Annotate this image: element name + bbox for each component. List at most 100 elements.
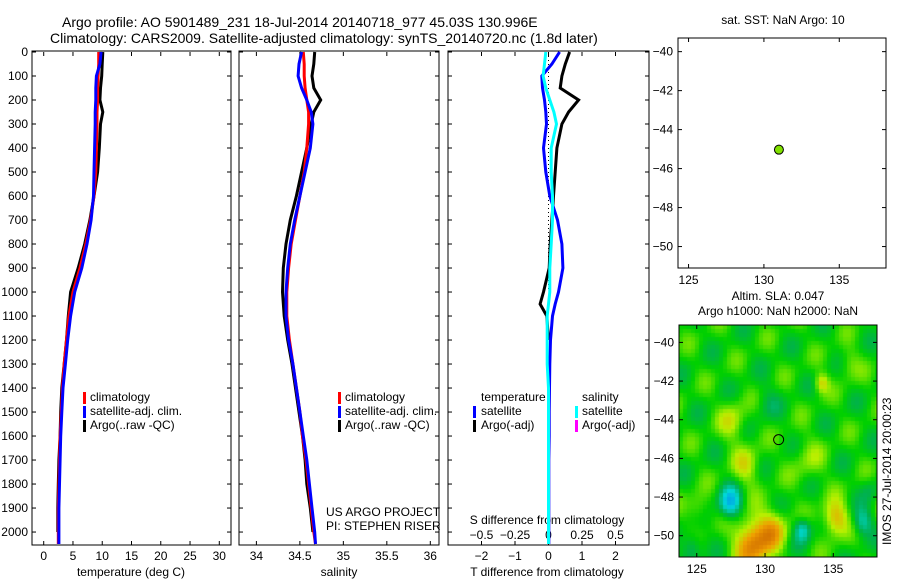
legend-climatology: climatology bbox=[345, 390, 405, 404]
legend-climatology: climatology bbox=[90, 390, 150, 404]
x-tick-label: 34.5 bbox=[288, 549, 312, 563]
legend-temperature-heading: temperature bbox=[481, 390, 546, 404]
lat-tick-label: −46 bbox=[653, 162, 674, 176]
sst-map-title: sat. SST: NaN Argo: 10 bbox=[721, 13, 845, 27]
x-tick-label: 1 bbox=[579, 549, 586, 563]
lat-tick-label: −50 bbox=[654, 529, 675, 543]
depth-tick-label: 1400 bbox=[1, 381, 28, 395]
legend-marker bbox=[338, 406, 341, 418]
credit-project: US ARGO PROJECT bbox=[326, 505, 441, 519]
figure-title-line2: Climatology: CARS2009. Satellite-adjuste… bbox=[50, 30, 598, 46]
sla-map-title: Altim. SLA: 0.047 bbox=[732, 289, 825, 303]
legend-marker bbox=[473, 420, 476, 432]
depth-tick-label: 100 bbox=[8, 69, 28, 83]
satellite-adj-line bbox=[57, 51, 103, 544]
depth-tick-label: 2000 bbox=[1, 525, 28, 539]
lat-tick-label: −50 bbox=[653, 240, 674, 254]
t-argo-diff-line bbox=[538, 51, 581, 341]
legend-marker bbox=[575, 406, 578, 418]
lon-tick-label: 130 bbox=[754, 273, 774, 287]
lat-tick-label: −40 bbox=[653, 45, 674, 59]
legend-marker bbox=[473, 406, 476, 418]
legend-satellite: satellite-adj. clim. bbox=[90, 404, 182, 418]
legend-salinity-heading: salinity bbox=[582, 390, 619, 404]
x-tick-label: 36 bbox=[424, 549, 438, 563]
depth-tick-label: 1000 bbox=[1, 285, 28, 299]
float-location-marker bbox=[773, 144, 784, 155]
depth-tick-label: 1100 bbox=[2, 309, 28, 323]
x-tick-label: 20 bbox=[154, 549, 168, 563]
legend-marker bbox=[575, 420, 578, 432]
depth-tick-label: 900 bbox=[8, 261, 28, 275]
legend-marker bbox=[338, 420, 341, 432]
legend-argo: Argo(..raw -QC) bbox=[90, 418, 175, 432]
depth-tick-label: 200 bbox=[8, 93, 28, 107]
s-tick-label: −0.5 bbox=[470, 528, 494, 542]
figure-title-line1: Argo profile: AO 5901489_231 18-Jul-2014… bbox=[62, 14, 538, 30]
lat-tick-label: −44 bbox=[654, 413, 675, 427]
legend-argo: Argo(..raw -QC) bbox=[345, 418, 430, 432]
sla-map-subtitle: Argo h1000: NaN h2000: NaN bbox=[698, 304, 858, 318]
legend-t-argo: Argo(-adj) bbox=[481, 418, 534, 432]
s-tick-label: −0.25 bbox=[500, 528, 531, 542]
depth-tick-label: 1200 bbox=[1, 333, 28, 347]
depth-tick-label: 1300 bbox=[1, 357, 28, 371]
lon-tick-label: 130 bbox=[755, 562, 775, 576]
s-tick-label: 0.5 bbox=[607, 528, 624, 542]
salinity-xlabel: salinity bbox=[321, 565, 358, 579]
depth-tick-label: 1600 bbox=[1, 429, 28, 443]
map-axes-box bbox=[677, 37, 887, 269]
x-tick-label: 2 bbox=[612, 549, 619, 563]
depth-tick-label: 1700 bbox=[1, 453, 28, 467]
depth-tick-label: 1900 bbox=[1, 501, 28, 515]
sla-heatmap bbox=[679, 325, 877, 557]
lat-tick-label: −40 bbox=[654, 335, 675, 349]
axes-box bbox=[238, 50, 440, 546]
float-location-marker bbox=[773, 434, 785, 446]
depth-tick-label: 1500 bbox=[1, 405, 28, 419]
x-tick-label: 25 bbox=[183, 549, 197, 563]
depth-tick-label: 500 bbox=[8, 165, 28, 179]
x-tick-label: 0 bbox=[40, 549, 47, 563]
x-tick-label: 10 bbox=[96, 549, 110, 563]
legend-s-satellite: satellite bbox=[582, 404, 623, 418]
lat-tick-label: −42 bbox=[654, 374, 675, 388]
lon-tick-label: 125 bbox=[687, 562, 707, 576]
lat-tick-label: −48 bbox=[654, 490, 675, 504]
credit-pi: PI: STEPHEN RISER bbox=[326, 519, 441, 533]
legend-marker bbox=[83, 406, 86, 418]
s-tick-label: 0.25 bbox=[570, 528, 594, 542]
imos-timestamp: IMOS 27-Jul-2014 20:00:23 bbox=[880, 397, 894, 545]
legend-marker bbox=[338, 392, 341, 404]
lat-tick-label: −44 bbox=[653, 123, 674, 137]
lat-tick-label: −48 bbox=[653, 201, 674, 215]
lon-tick-label: 135 bbox=[823, 562, 843, 576]
legend-t-satellite: satellite bbox=[481, 404, 522, 418]
legend-s-argo: Argo(-adj) bbox=[582, 418, 635, 432]
x-tick-label: 5 bbox=[70, 549, 77, 563]
x-tick-label: 15 bbox=[125, 549, 139, 563]
depth-tick-label: 400 bbox=[8, 141, 28, 155]
lat-tick-label: −42 bbox=[653, 84, 674, 98]
x-tick-label: −2 bbox=[475, 549, 489, 563]
x-tick-label: 0 bbox=[545, 549, 552, 563]
depth-tick-label: 300 bbox=[8, 117, 28, 131]
map-axes-box bbox=[678, 324, 878, 558]
legend-satellite: satellite-adj. clim. bbox=[345, 404, 437, 418]
temperature-xlabel: temperature (deg C) bbox=[77, 565, 185, 579]
lon-tick-label: 135 bbox=[829, 273, 849, 287]
x-tick-label: −1 bbox=[508, 549, 522, 563]
satellite-adj-line bbox=[284, 51, 317, 545]
depth-tick-label: 0 bbox=[21, 45, 28, 59]
s-satellite-diff-line bbox=[541, 51, 559, 544]
x-tick-label: 35.5 bbox=[375, 549, 399, 563]
lon-tick-label: 125 bbox=[679, 273, 699, 287]
x-tick-label: 30 bbox=[213, 549, 227, 563]
depth-tick-label: 800 bbox=[8, 237, 28, 251]
depth-tick-label: 600 bbox=[8, 189, 28, 203]
depth-tick-label: 1800 bbox=[1, 477, 28, 491]
lat-tick-label: −46 bbox=[654, 451, 675, 465]
